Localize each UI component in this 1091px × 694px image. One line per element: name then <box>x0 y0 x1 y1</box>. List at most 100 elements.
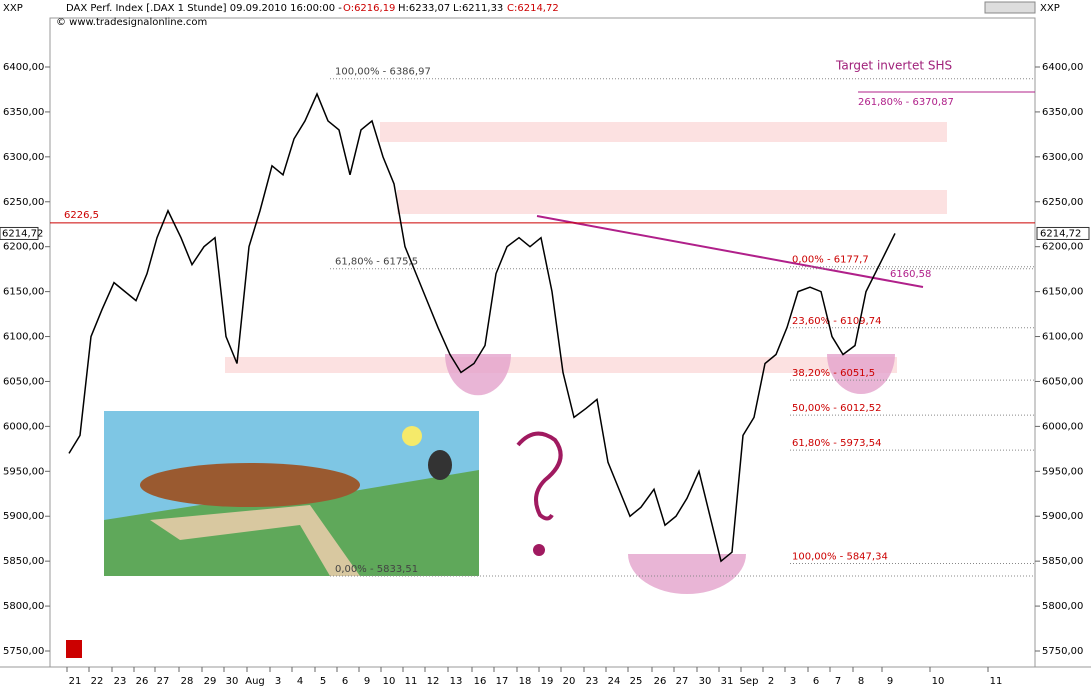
support-zone <box>225 357 897 373</box>
x-tick-label: 20 <box>563 676 576 687</box>
last-price-box <box>1036 226 1090 240</box>
y-tick-label: 5800,00 <box>1042 601 1083 612</box>
y-tick-label: 6200,00 <box>3 242 44 253</box>
logo <box>66 640 82 658</box>
x-tick-label: 9 <box>364 676 370 687</box>
y-tick-label: 5750,00 <box>1042 646 1083 657</box>
x-tick-label: 30 <box>226 676 239 687</box>
trend-label: 6160,58 <box>890 269 931 280</box>
x-tick-label: 17 <box>496 676 509 687</box>
x-tick-label: 27 <box>676 676 689 687</box>
fib-label: 100,00% - 5847,34 <box>792 552 888 563</box>
x-tick-label: 23 <box>586 676 599 687</box>
x-tick-label: 6 <box>813 676 819 687</box>
x-tick-label: 16 <box>474 676 487 687</box>
x-tick-label: 2 <box>768 676 774 687</box>
x-tick-label: 7 <box>835 676 841 687</box>
y-tick-label: 6300,00 <box>1042 152 1083 163</box>
x-tick-label: 6 <box>342 676 348 687</box>
x-tick-label: 28 <box>181 676 194 687</box>
y-tick-label: 6050,00 <box>3 376 44 387</box>
header-low: L:6211,33 <box>453 3 503 14</box>
shoulder-arc <box>445 354 511 396</box>
x-tick-label: 3 <box>790 676 796 687</box>
x-tick-label: 29 <box>204 676 217 687</box>
logo-box <box>66 640 82 658</box>
x-tick-label: 13 <box>450 676 463 687</box>
x-tick-label: 25 <box>630 676 643 687</box>
y-tick-label: 6250,00 <box>1042 197 1083 208</box>
y-tick-label: 6000,00 <box>1042 421 1083 432</box>
header-high: H:6233,07 <box>398 3 450 14</box>
fib-label: 50,00% - 6012,52 <box>792 403 881 414</box>
y-tick-label: 5900,00 <box>1042 511 1083 522</box>
x-tick-label: 26 <box>654 676 667 687</box>
x-tick-label: 10 <box>383 676 396 687</box>
header-open: O:6216,19 <box>343 3 395 14</box>
y-tick-label: 5850,00 <box>3 556 44 567</box>
legend-label: XXP <box>3 3 23 14</box>
x-tick-label: 18 <box>519 676 532 687</box>
window-buttons-box[interactable] <box>984 1 1036 14</box>
fib-label: 0,00% - 6177,7 <box>792 255 869 266</box>
question-mark <box>516 431 563 521</box>
neckline <box>536 215 924 288</box>
y-tick-label: 6400,00 <box>3 62 44 73</box>
header-close: C:6214,72 <box>507 3 559 14</box>
copyright: © www.tradesignalonline.com <box>56 17 207 28</box>
cartoon-bears <box>140 463 360 507</box>
x-tick-label: 8 <box>858 676 864 687</box>
y-tick-label: 6200,00 <box>1042 242 1083 253</box>
y-tick-label: 5750,00 <box>3 646 44 657</box>
x-tick-label: 4 <box>297 676 303 687</box>
price-line <box>68 92 896 563</box>
y-tick-label: 5850,00 <box>1042 556 1083 567</box>
y-tick-label: 5950,00 <box>1042 466 1083 477</box>
fib-label: 61,80% - 5973,54 <box>792 438 881 449</box>
x-tick-label: 21 <box>69 676 82 687</box>
last-price-label: 6214,72 <box>1040 228 1081 239</box>
cartoon-bull <box>428 450 452 480</box>
last-price-label: 6214,72 <box>2 228 43 239</box>
y-tick-label: 6050,00 <box>1042 376 1083 387</box>
window-buttons[interactable] <box>984 1 1036 14</box>
y-tick-label: 6350,00 <box>3 107 44 118</box>
y-tick-label: 6300,00 <box>3 152 44 163</box>
y-tick-label: 6400,00 <box>1042 62 1083 73</box>
x-tick-label: 10 <box>932 676 945 687</box>
y-tick-label: 5950,00 <box>3 466 44 477</box>
x-tick-label: 24 <box>608 676 621 687</box>
head-arc <box>628 554 746 594</box>
fib-label: 38,20% - 6051,5 <box>792 368 875 379</box>
last-price-box <box>0 226 39 240</box>
y-tick-label: 6250,00 <box>3 197 44 208</box>
fib-label: 23,60% - 6109,74 <box>792 316 881 327</box>
y-tick-label: 5800,00 <box>3 601 44 612</box>
x-tick-label: 22 <box>91 676 104 687</box>
x-tick-label: 3 <box>275 676 281 687</box>
target-label: 261,80% - 6370,87 <box>858 97 954 108</box>
x-tick-label: 12 <box>427 676 440 687</box>
x-tick-label: 27 <box>157 676 170 687</box>
y-tick-label: 6000,00 <box>3 421 44 432</box>
x-tick-label: 31 <box>721 676 734 687</box>
legend-label: XXP <box>1040 3 1060 14</box>
y-tick-label: 6100,00 <box>1042 332 1083 343</box>
reference-label: 6226,5 <box>64 210 99 221</box>
fib-label: 61,80% - 6175,5 <box>335 257 418 268</box>
cartoon-road <box>150 505 360 576</box>
header-title: DAX Perf. Index [.DAX 1 Stunde] 09.09.20… <box>66 3 342 14</box>
y-tick-label: 6100,00 <box>3 332 44 343</box>
x-tick-label: Sep <box>740 676 759 687</box>
x-tick-label: 11 <box>405 676 418 687</box>
y-tick-label: 6150,00 <box>1042 287 1083 298</box>
fib-label: 100,00% - 6386,97 <box>335 67 431 78</box>
cartoon-image <box>104 411 479 576</box>
question-dot <box>533 544 545 556</box>
target-title: Target invertet SHS <box>835 59 952 73</box>
x-tick-label: 11 <box>990 676 1003 687</box>
resistance-zone <box>380 122 947 142</box>
x-tick-label: 23 <box>114 676 127 687</box>
y-tick-label: 5900,00 <box>3 511 44 522</box>
